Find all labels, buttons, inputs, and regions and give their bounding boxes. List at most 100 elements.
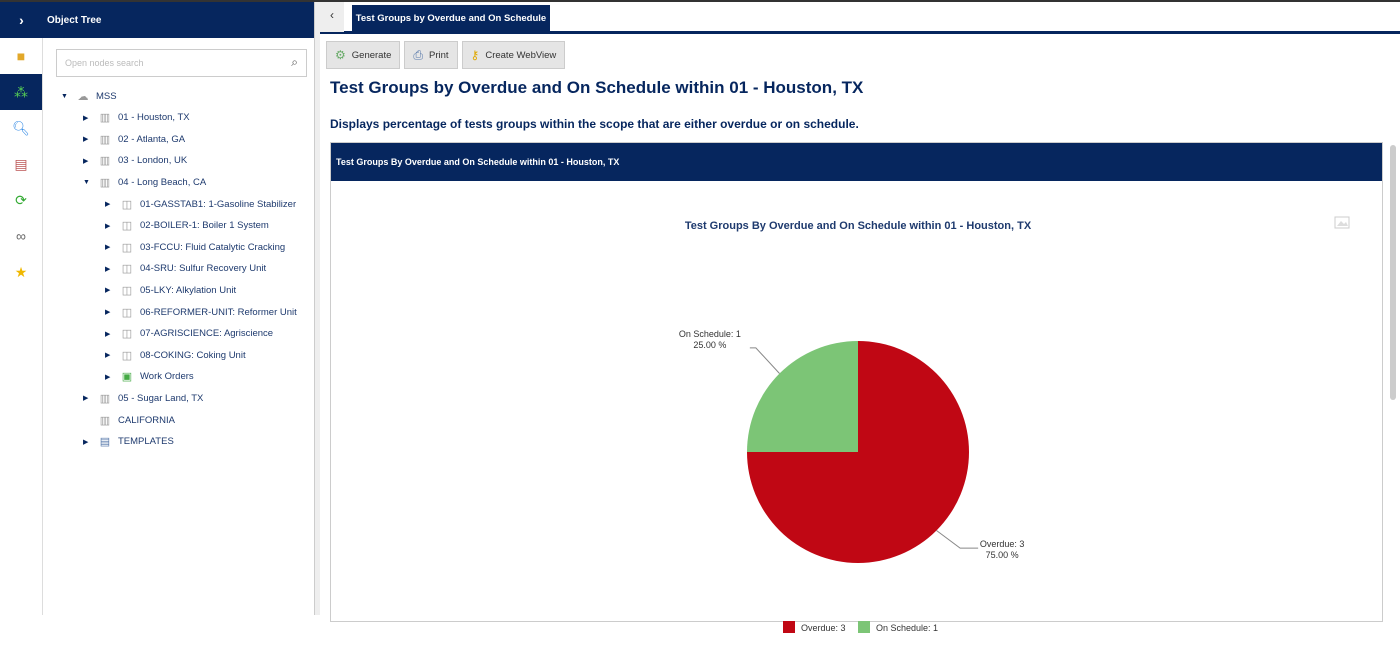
tree-node[interactable]: ▶ ◫ 05-LKY: Alkylation Unit xyxy=(105,282,236,298)
gear-icon: ⚙ xyxy=(335,48,346,62)
caret-right-icon[interactable]: ▶ xyxy=(105,201,111,208)
unit-icon: ◫ xyxy=(121,349,133,362)
print-button[interactable]: ⎙ Print xyxy=(404,41,458,69)
unit-icon: ◫ xyxy=(121,284,133,297)
unit-icon: ◫ xyxy=(121,220,133,233)
top-border xyxy=(0,0,1400,2)
tree-node-label: 06-REFORMER-UNIT: Reformer Unit xyxy=(140,306,297,318)
tree-node[interactable]: ▶ ◫ 01-GASSTAB1: 1-Gasoline Stabilizer xyxy=(105,196,296,212)
unit-icon: ◫ xyxy=(121,241,133,254)
building-icon: ▥ xyxy=(99,392,111,405)
caret-down-icon[interactable]: ▼ xyxy=(83,178,90,186)
tab-report[interactable]: Test Groups by Overdue and On Schedule xyxy=(352,5,550,34)
search-icon[interactable]: 🔍︎ xyxy=(12,119,30,136)
tree-node-label: 08-COKING: Coking Unit xyxy=(140,349,246,361)
legend-item[interactable]: On Schedule: 1 xyxy=(876,623,938,633)
unit-icon: ◫ xyxy=(121,263,133,276)
caret-right-icon[interactable]: ▶ xyxy=(83,395,89,403)
leader-line xyxy=(936,530,979,549)
star-icon[interactable]: ★ xyxy=(14,263,28,280)
tree-node-label: 03 - London, UK xyxy=(118,155,188,167)
back-button[interactable]: ‹ xyxy=(320,2,344,32)
object-tree-title: Object Tree xyxy=(47,14,102,26)
tree-node-label: 02 - Atlanta, GA xyxy=(118,133,186,145)
tree-node[interactable]: ▶ ◫ 08-COKING: Coking Unit xyxy=(105,347,246,363)
link-icon[interactable]: ∞ xyxy=(16,228,26,244)
caret-right-icon[interactable]: ▶ xyxy=(83,114,89,122)
caret-right-icon[interactable]: ▶ xyxy=(105,287,111,295)
tree-node-label: 05-LKY: Alkylation Unit xyxy=(140,284,237,296)
print-label: Print xyxy=(429,49,449,61)
template-icon: ▤ xyxy=(99,436,111,449)
splitter[interactable] xyxy=(315,2,320,615)
tree-node[interactable]: ▶ ▤ TEMPLATES xyxy=(83,434,174,450)
tree-node[interactable]: ▶ ◫ 02-BOILER-1: Boiler 1 System xyxy=(105,218,269,234)
package-icon[interactable]: ■ xyxy=(16,48,26,64)
printer-icon: ⎙ xyxy=(413,47,423,62)
tree-node[interactable]: ▶ ◫ 03-FCCU: Fluid Catalytic Cracking xyxy=(105,239,285,255)
report-icon[interactable]: ▤ xyxy=(14,155,28,172)
tree-node[interactable]: ▶ ▥ 01 - Houston, TX xyxy=(83,110,190,126)
tree-node[interactable]: ▶ ▣ Work Orders xyxy=(105,369,194,385)
tree-node-label: TEMPLATES xyxy=(118,436,174,448)
create-webview-button[interactable]: ⚷ Create WebView xyxy=(461,41,566,69)
tree-node[interactable]: ▶ ◫ 06-REFORMER-UNIT: Reformer Unit xyxy=(105,304,297,320)
caret-right-icon[interactable]: ▶ xyxy=(105,330,111,338)
building-icon: ▥ xyxy=(99,155,111,168)
tree-node[interactable]: ▶ ◫ 04-SRU: Sulfur Recovery Unit xyxy=(105,261,266,277)
caret-right-icon[interactable]: ▶ xyxy=(83,136,89,144)
leader-line xyxy=(749,347,780,374)
tab-bar: ‹ Test Groups by Overdue and On Schedule xyxy=(320,2,1400,34)
tree-node[interactable]: ▶ ▥ 03 - London, UK xyxy=(83,153,187,169)
caret-right-icon[interactable]: ▶ xyxy=(105,352,111,360)
key-icon: ⚷ xyxy=(470,48,480,62)
work-orders-icon: ▣ xyxy=(121,371,133,384)
open-nodes-search-input[interactable]: Open nodes search ⌕ xyxy=(56,49,307,77)
refresh-icon[interactable]: ⟳ xyxy=(15,191,27,208)
caret-right-icon[interactable]: ▶ xyxy=(105,222,111,230)
chart-panel: Test Groups By Overdue and On Schedule w… xyxy=(330,142,1383,633)
unit-icon: ◫ xyxy=(121,198,133,211)
building-icon: ▥ xyxy=(99,133,111,146)
tree-node[interactable]: ▶ ◫ 07-AGRISCIENCE: Agriscience xyxy=(105,326,273,342)
data-label: Overdue: 3 xyxy=(980,539,1025,549)
caret-right-icon[interactable]: ▶ xyxy=(83,438,89,446)
tree-node-label: CALIFORNIA xyxy=(118,414,176,426)
tree-node[interactable]: ▶ ▥ 02 - Atlanta, GA xyxy=(83,131,185,147)
caret-right-icon[interactable]: ▶ xyxy=(105,373,111,381)
search-icon[interactable]: ⌕ xyxy=(291,55,298,69)
caret-right-icon[interactable]: ▶ xyxy=(105,244,111,252)
caret-right-icon[interactable]: ▶ xyxy=(105,309,111,316)
tree-node-label: 03-FCCU: Fluid Catalytic Cracking xyxy=(140,241,286,253)
scrollbar[interactable] xyxy=(1390,145,1396,400)
tree-node-label: 01-GASSTAB1: 1-Gasoline Stabilizer xyxy=(140,198,297,210)
tree-node[interactable]: ▼ ▥ 04 - Long Beach, CA xyxy=(83,174,206,190)
caret-right-icon[interactable]: ▶ xyxy=(83,157,89,165)
tree-node-label: 04 - Long Beach, CA xyxy=(118,176,207,188)
generate-button[interactable]: ⚙ Generate xyxy=(326,41,401,69)
toolbar: ⚙ Generate ⎙ Print ⚷ Create WebView xyxy=(326,41,566,69)
page-title: Test Groups by Overdue and On Schedule w… xyxy=(330,78,864,97)
caret-right-icon[interactable]: ▶ xyxy=(105,265,111,273)
tree-node-label: 05 - Sugar Land, TX xyxy=(118,392,204,404)
export-image-icon[interactable] xyxy=(1334,216,1350,229)
tree-node-label: Work Orders xyxy=(140,371,194,383)
caret-down-icon[interactable]: ▼ xyxy=(61,92,68,100)
tree-node[interactable]: ▶ ▥ 05 - Sugar Land, TX xyxy=(83,390,203,406)
tree-node-label: 01 - Houston, TX xyxy=(118,112,190,124)
building-icon: ▥ xyxy=(99,112,111,125)
hierarchy-icon[interactable]: ⁂ xyxy=(0,74,42,110)
legend-item[interactable]: Overdue: 3 xyxy=(801,623,846,633)
chart-title: Test Groups By Overdue and On Schedule w… xyxy=(685,220,1032,232)
page-description: Displays percentage of tests groups with… xyxy=(330,117,859,131)
webview-label: Create WebView xyxy=(485,49,557,61)
tree-node[interactable]: ▥ CALIFORNIA xyxy=(83,412,175,428)
tree-node[interactable]: ▼ ☁ MSS xyxy=(61,88,117,104)
pie-slice-on-schedule[interactable] xyxy=(747,341,858,452)
object-tree-header: › Object Tree xyxy=(0,2,314,38)
tree-node-label: MSS xyxy=(96,90,117,102)
data-label: On Schedule: 1 xyxy=(679,329,741,339)
tree: Open nodes search ⌕ ▼ ☁ MSS ▶ ▥ 01 - Houston,… xyxy=(43,38,307,615)
expand-sidebar-button[interactable]: › xyxy=(19,12,24,28)
unit-icon: ◫ xyxy=(121,306,133,319)
